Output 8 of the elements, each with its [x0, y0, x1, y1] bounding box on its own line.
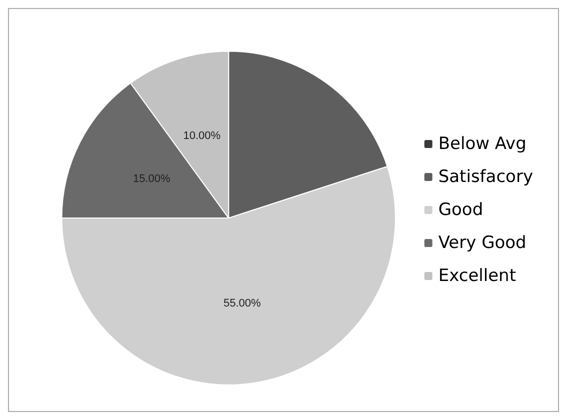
legend-label: Very Good: [438, 233, 526, 253]
legend-label: Below Avg: [438, 134, 526, 154]
data-label: 10.00%: [183, 130, 221, 142]
data-label: 55.00%: [223, 297, 261, 310]
legend-label: Excellent: [438, 266, 516, 286]
data-label: 15.00%: [132, 172, 170, 185]
legend-label: Satisfacory: [438, 167, 533, 187]
legend-label: Good: [438, 200, 484, 220]
